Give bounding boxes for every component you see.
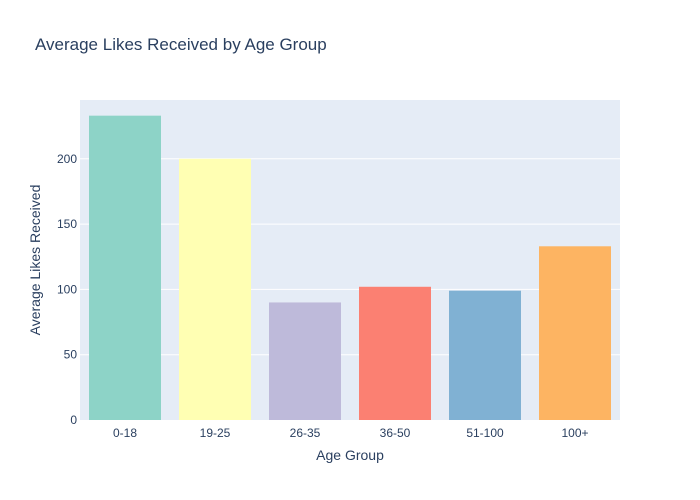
x-tick-label: 36-50 [380,426,411,440]
bars-group [89,115,611,421]
bar-100+[interactable] [539,246,611,420]
x-tick-label: 100+ [561,426,588,440]
y-tick-labels: 0 50 100 150 200 [57,152,77,427]
x-tick-label: 0-18 [113,426,137,440]
y-tick-label: 150 [57,217,77,231]
chart-title: Average Likes Received by Age Group [35,35,327,54]
x-tick-labels: 0-18 19-25 26-35 36-50 51-100 100+ [113,426,589,440]
bar-0-18[interactable] [89,115,161,421]
y-tick-label: 100 [57,282,77,296]
bar-36-50[interactable] [359,286,431,420]
plot-area [80,100,620,420]
x-tick-label: 26-35 [290,426,321,440]
bar-19-25[interactable] [179,158,251,420]
y-tick-label: 0 [70,413,77,427]
y-tick-label: 50 [64,348,78,362]
x-tick-label: 19-25 [200,426,231,440]
y-axis-label: Average Likes Received [27,185,43,336]
y-gridlines [80,158,620,356]
bar-26-35[interactable] [269,302,341,420]
x-axis-label: Age Group [316,447,384,463]
x-tick-label: 51-100 [466,426,504,440]
bar-51-100[interactable] [449,290,521,420]
y-tick-label: 200 [57,152,77,166]
